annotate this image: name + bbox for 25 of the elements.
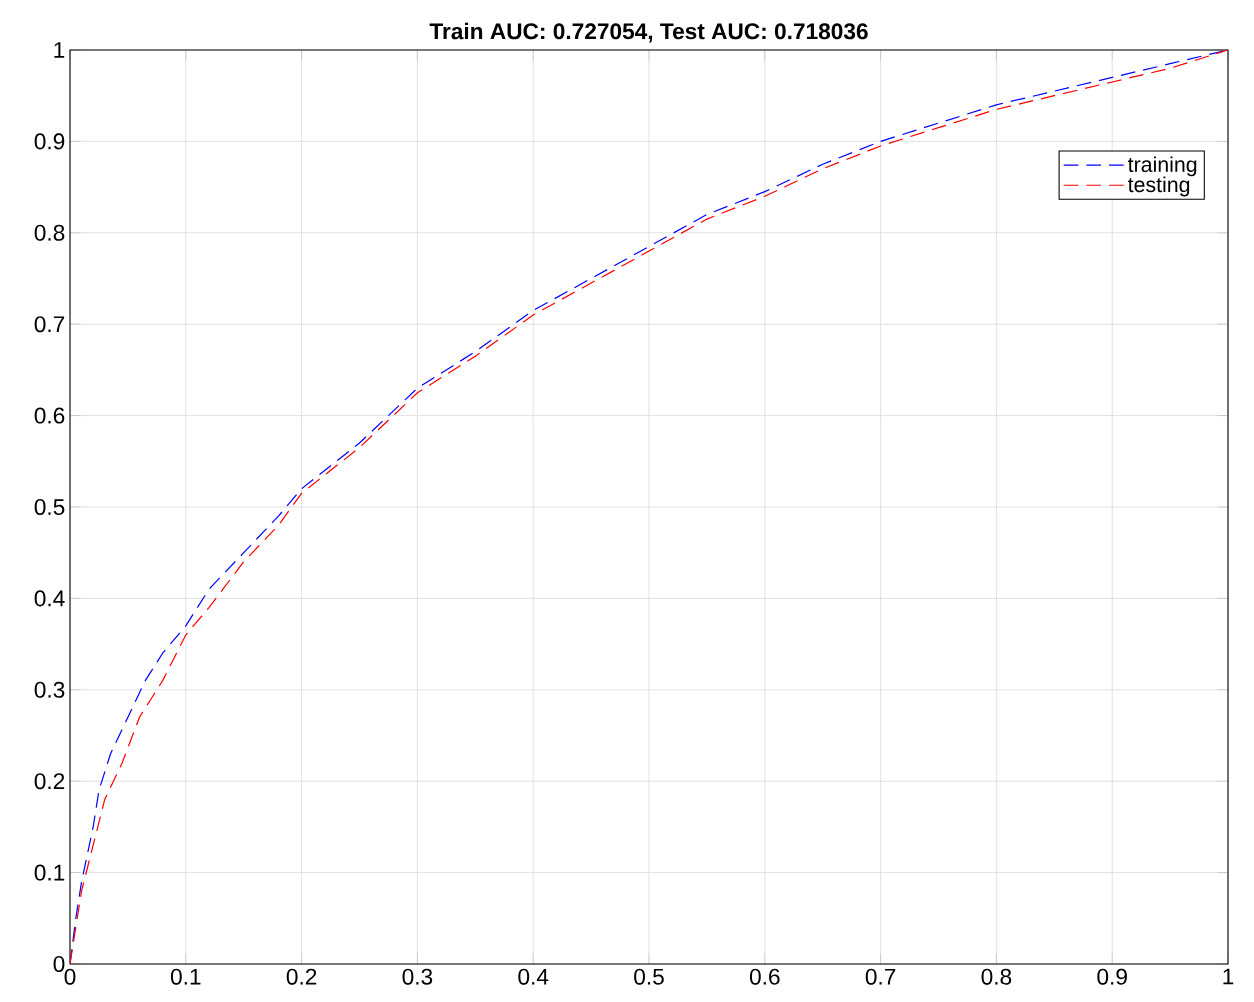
x-tick-label: 0 [64, 968, 76, 985]
chart-title: Train AUC: 0.727054, Test AUC: 0.718036 [429, 22, 868, 43]
x-tick-label: 0.8 [981, 968, 1012, 985]
y-tick-label: 1 [54, 42, 65, 58]
y-tick-label: 0.4 [34, 590, 65, 607]
x-tick-label: 0.4 [518, 968, 549, 985]
y-tick-label: 0.1 [34, 864, 65, 881]
x-tick-label: 0.5 [634, 968, 664, 985]
x-tick-label: 0.7 [865, 968, 896, 985]
legend-label: testing [1127, 176, 1190, 197]
x-tick-label: 0.2 [286, 968, 317, 985]
x-tick-label: 0.3 [402, 968, 433, 985]
legend-label: training [1127, 156, 1197, 177]
x-tick-label: 0.9 [1097, 968, 1127, 985]
y-tick-label: 0.5 [34, 498, 65, 516]
y-tick-label: 0.8 [34, 224, 65, 241]
y-tick-label: 0 [53, 955, 65, 973]
x-tick-label: 0.6 [749, 968, 780, 985]
y-tick-label: 0.6 [34, 407, 65, 424]
x-tick-label: 0.1 [170, 968, 201, 985]
y-tick-label: 0.2 [34, 773, 65, 790]
y-tick-label: 0.9 [34, 133, 65, 150]
y-tick-label: 0.7 [34, 316, 65, 333]
y-tick-label: 0.3 [34, 681, 65, 698]
x-tick-label: 1 [1223, 968, 1234, 985]
